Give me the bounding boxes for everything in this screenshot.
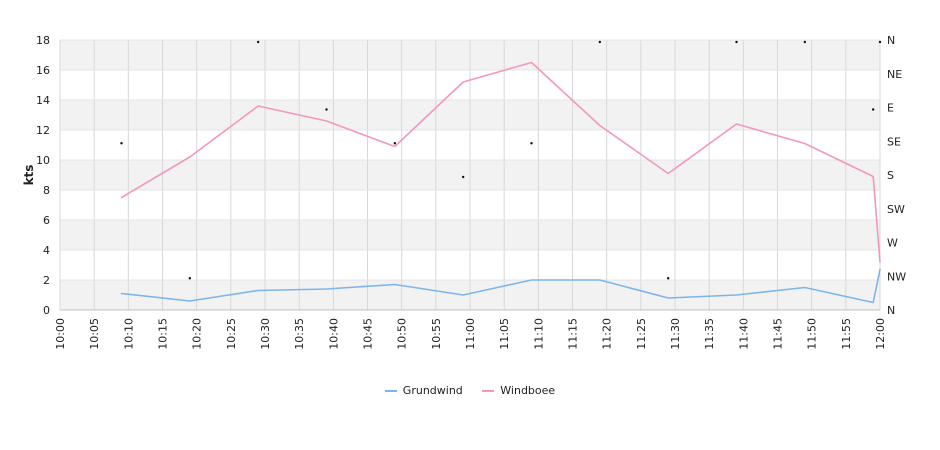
direction-tick-label: SE xyxy=(887,135,901,148)
y-tick-label: 14 xyxy=(36,94,50,107)
direction-marker xyxy=(120,142,123,145)
legend-swatch-grundwind xyxy=(384,390,397,392)
x-tick-label: 10:10 xyxy=(122,318,135,350)
y-tick-label: 10 xyxy=(36,154,50,167)
direction-marker xyxy=(735,40,738,44)
legend-swatch-windboee xyxy=(482,390,495,392)
x-tick-label: 10:05 xyxy=(88,318,101,350)
y-tick-label: 2 xyxy=(43,274,50,287)
x-tick-label: 10:00 xyxy=(54,318,67,350)
y-tick-label: 8 xyxy=(43,184,50,197)
direction-tick-label: NW xyxy=(887,270,906,283)
x-tick-label: 11:30 xyxy=(669,318,682,350)
direction-tick-label: W xyxy=(887,237,898,250)
y-tick-label: 6 xyxy=(43,214,50,227)
x-tick-label: 11:35 xyxy=(703,318,716,350)
x-tick-label: 11:05 xyxy=(498,318,511,350)
x-tick-label: 11:10 xyxy=(532,318,545,350)
x-tick-label: 10:50 xyxy=(396,318,409,350)
direction-tick-label: E xyxy=(887,102,894,115)
x-tick-label: 11:40 xyxy=(737,318,750,350)
x-tick-label: 11:00 xyxy=(464,318,477,350)
x-axis-tick-labels: 10:00 10:05 10:10 10:15 10:20 10:25 10:30 10:35… xyxy=(54,318,887,350)
direction-tick-label: SW xyxy=(887,203,905,216)
legend-label-grundwind: Grundwind xyxy=(402,384,463,397)
direction-marker xyxy=(598,40,602,44)
direction-marker xyxy=(256,40,260,44)
direction-marker xyxy=(803,40,807,44)
x-tick-label: 11:45 xyxy=(772,318,785,350)
direction-tick-label: N xyxy=(887,304,895,317)
y-tick-label: 18 xyxy=(36,34,50,47)
y-tick-label: 0 xyxy=(43,304,50,317)
x-tick-label: 11:55 xyxy=(840,318,853,350)
x-tick-label: 12:00 xyxy=(874,318,887,350)
x-tick-label: 11:25 xyxy=(635,318,648,350)
direction-tick-label: N xyxy=(887,34,895,47)
direction-marker xyxy=(871,108,875,111)
legend-item-grundwind[interactable]: Grundwind xyxy=(384,384,463,397)
x-tick-label: 10:20 xyxy=(191,318,204,350)
direction-marker xyxy=(461,175,465,179)
legend: Grundwind Windboee xyxy=(0,384,940,397)
direction-marker xyxy=(393,142,397,145)
x-tick-label: 10:45 xyxy=(362,318,375,350)
direction-tick-label: NE xyxy=(887,68,902,81)
vertical-gridlines xyxy=(59,40,881,310)
direction-axis-tick-labels: N NW W SW S SE E NE N xyxy=(887,34,906,317)
direction-marker xyxy=(878,40,882,44)
x-tick-label: 10:40 xyxy=(327,318,340,350)
direction-marker xyxy=(530,142,533,145)
direction-marker xyxy=(188,277,192,280)
y-axis-title: kts xyxy=(22,165,36,186)
y-tick-label: 4 xyxy=(43,244,50,257)
x-tick-label: 10:55 xyxy=(430,318,443,350)
x-tick-label: 10:15 xyxy=(157,318,170,350)
y-axis-tick-labels: 0 2 4 6 8 10 12 14 16 18 xyxy=(36,34,50,317)
y-tick-label: 16 xyxy=(36,64,50,77)
direction-marker xyxy=(666,277,670,280)
direction-marker xyxy=(325,108,328,111)
legend-label-windboee: Windboee xyxy=(500,384,556,397)
direction-tick-label: S xyxy=(887,169,894,182)
y-tick-label: 12 xyxy=(36,124,50,137)
series-lines xyxy=(120,61,881,304)
x-tick-label: 11:50 xyxy=(806,318,819,350)
x-tick-label: 10:25 xyxy=(225,318,238,350)
x-tick-label: 11:20 xyxy=(601,318,614,350)
x-tick-label: 10:30 xyxy=(259,318,272,350)
direction-markers xyxy=(120,40,882,280)
x-tick-label: 10:35 xyxy=(293,318,306,350)
x-tick-label: 11:15 xyxy=(567,318,580,350)
legend-item-windboee[interactable]: Windboee xyxy=(482,384,555,397)
